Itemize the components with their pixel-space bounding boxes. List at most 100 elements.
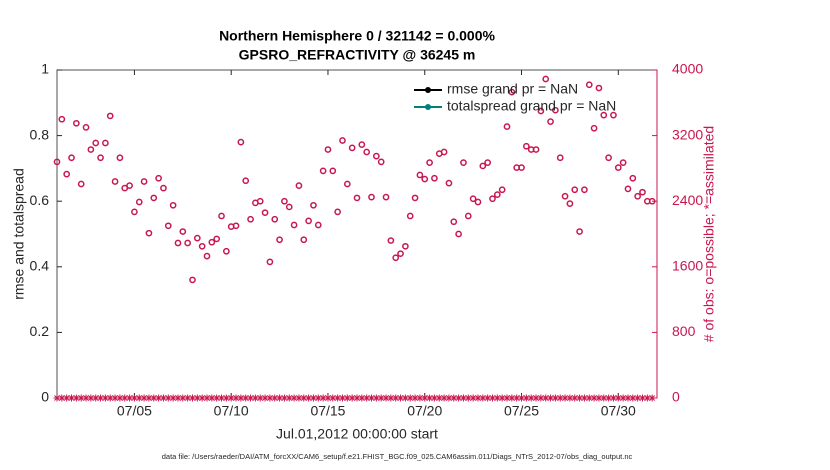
assimilated-obs-point: [309, 394, 317, 402]
assimilated-obs-point: [392, 394, 400, 402]
assimilated-obs-point: [459, 394, 467, 402]
assimilated-obs-point: [101, 394, 109, 402]
possible-obs-point: [295, 182, 303, 189]
possible-obs-point: [329, 167, 337, 175]
possible-obs-point: [518, 164, 525, 171]
assimilated-obs-point: [213, 394, 221, 402]
possible-obs-point: [469, 195, 477, 203]
assimilated-obs-point: [155, 394, 163, 402]
assimilated-obs-point: [455, 394, 463, 402]
possible-obs-point: [126, 182, 133, 189]
assimilated-obs-point: [605, 394, 613, 402]
assimilated-obs-point: [585, 394, 593, 402]
y2-axis-label: # of obs: o=possible; *=assimilated: [701, 126, 717, 342]
possible-obs-point: [605, 154, 612, 162]
assimilated-obs-point: [343, 394, 351, 402]
assimilated-obs-point: [285, 394, 293, 402]
possible-obs-point: [237, 138, 245, 146]
possible-obs-point: [343, 180, 351, 188]
assimilated-obs-point: [53, 394, 61, 402]
possible-obs-point: [310, 201, 317, 209]
assimilated-obs-point: [319, 394, 327, 402]
assimilated-obs-point: [116, 394, 124, 402]
assimilated-obs-point: [513, 394, 521, 402]
x-tick-label: 07/15: [310, 403, 345, 419]
possible-obs-point: [566, 200, 574, 208]
assimilated-obs-point: [82, 394, 90, 402]
assimilated-obs-point: [150, 394, 158, 402]
assimilated-obs-point: [421, 394, 429, 402]
assimilated-obs-point: [609, 394, 617, 402]
assimilated-obs-point: [314, 394, 322, 402]
possible-obs-point: [426, 159, 433, 167]
possible-obs-point: [460, 159, 467, 167]
assimilated-obs-point: [469, 394, 477, 402]
possible-obs-point: [571, 186, 579, 194]
possible-obs-point: [600, 111, 608, 119]
assimilated-obs-point: [556, 394, 564, 402]
possible-obs-point: [402, 242, 409, 250]
assimilated-obs-point: [329, 394, 337, 402]
footnote: data file: /Users/raeder/DAI/ATM_forcXX/…: [162, 452, 633, 461]
assimilated-obs-point: [406, 394, 414, 402]
assimilated-obs-point: [522, 394, 530, 402]
possible-obs-point: [561, 192, 569, 200]
assimilated-obs-point: [222, 394, 230, 402]
y-tick-label: 0.6: [30, 192, 50, 208]
assimilated-obs-point: [256, 394, 264, 402]
assimilated-obs-point: [164, 394, 172, 402]
assimilated-obs-point: [251, 394, 259, 402]
assimilated-obs-point: [261, 394, 269, 402]
possible-obs-point: [358, 141, 366, 148]
possible-obs-point: [595, 84, 603, 92]
possible-obs-point: [624, 185, 632, 193]
possible-obs-point: [281, 197, 288, 205]
possible-obs-point: [140, 178, 148, 185]
possible-obs-point: [135, 198, 143, 206]
assimilated-obs-point: [295, 394, 303, 402]
assimilated-obs-point: [271, 394, 279, 402]
assimilated-obs-point: [566, 394, 574, 402]
assimilated-obs-point: [532, 394, 540, 402]
assimilated-obs-point: [130, 394, 138, 402]
assimilated-obs-point: [411, 394, 419, 402]
assimilated-obs-point: [600, 394, 608, 402]
possible-obs-point: [493, 191, 501, 198]
assimilated-obs-point: [580, 394, 588, 402]
assimilated-obs-point: [179, 394, 187, 402]
possible-obs-point: [174, 239, 182, 247]
possible-obs-point: [440, 148, 448, 156]
possible-obs-point: [479, 162, 487, 170]
possible-obs-point: [431, 174, 438, 182]
possible-obs-point: [373, 152, 380, 160]
assimilated-obs-point: [106, 394, 114, 402]
possible-obs-point: [87, 146, 95, 153]
assimilated-obs-point: [397, 394, 405, 402]
assimilated-obs-point: [72, 394, 80, 402]
y-tick-label: 0.2: [30, 323, 50, 339]
possible-obs-point: [610, 111, 617, 119]
x-axis-label: Jul.01,2012 00:00:00 start: [276, 426, 438, 442]
possible-obs-point: [353, 194, 361, 202]
assimilated-obs-point: [334, 394, 342, 402]
possible-obs-point: [58, 115, 66, 123]
possible-obs-point: [581, 186, 588, 194]
assimilated-obs-point: [368, 394, 376, 402]
assimilated-obs-point: [464, 394, 472, 402]
possible-obs-point: [387, 237, 395, 244]
assimilated-obs-point: [338, 394, 346, 402]
assimilated-obs-point: [227, 394, 235, 402]
assimilated-obs-point: [440, 394, 448, 402]
assimilated-obs-point: [208, 394, 216, 402]
assimilated-obs-point: [58, 394, 66, 402]
assimilated-obs-point: [300, 394, 308, 402]
possible-obs-point: [53, 158, 61, 166]
assimilated-obs-point: [126, 394, 134, 402]
assimilated-obs-point: [474, 394, 482, 402]
possible-obs-point: [368, 193, 375, 201]
assimilated-obs-point: [508, 394, 516, 402]
possible-obs-point: [276, 236, 283, 244]
assimilated-obs-point: [280, 394, 288, 402]
possible-obs-point: [382, 193, 390, 201]
